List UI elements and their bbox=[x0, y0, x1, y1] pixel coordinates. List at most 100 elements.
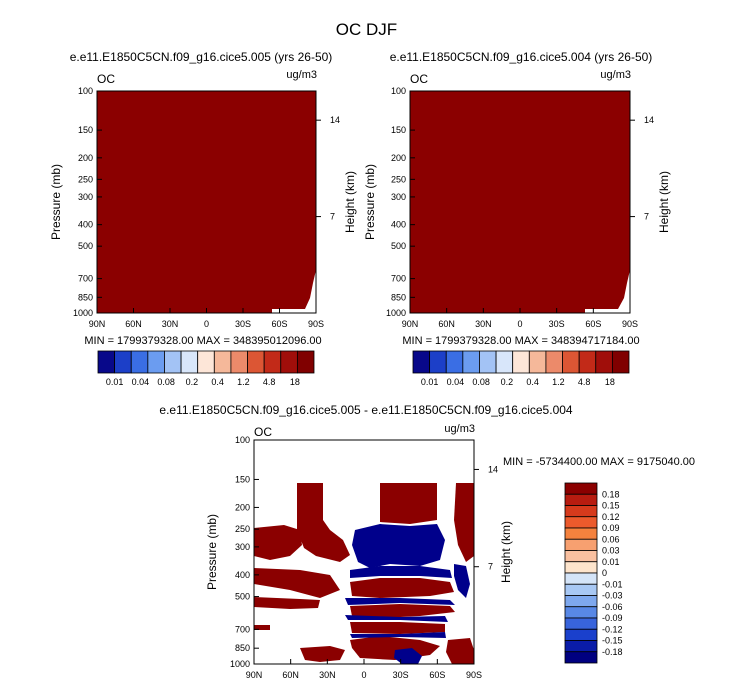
colorbar-swatch bbox=[445, 350, 464, 374]
positive-region bbox=[446, 638, 474, 664]
y-tick-label: 700 bbox=[78, 274, 93, 284]
panel-title: e.e11.E1850C5CN.f09_g16.cice5.005 - e.e1… bbox=[159, 403, 573, 417]
negative-region bbox=[454, 564, 470, 598]
units-label: ug/m3 bbox=[444, 423, 475, 435]
colorbar-label: 18 bbox=[605, 377, 615, 387]
y-tick-label: 250 bbox=[78, 174, 93, 184]
colorbar-label: 0.08 bbox=[157, 377, 175, 387]
x-tick-label: 60S bbox=[585, 319, 601, 329]
y-tick-label: 400 bbox=[391, 220, 406, 230]
colorbar-label: 0.01 bbox=[421, 377, 439, 387]
positive-region bbox=[350, 622, 445, 634]
colorbar-swatch bbox=[412, 350, 431, 374]
y-tick-label: 200 bbox=[235, 502, 250, 512]
colorbar-label: 1.2 bbox=[552, 377, 565, 387]
y-tick-label: 700 bbox=[391, 274, 406, 284]
colorbar-swatch bbox=[280, 350, 298, 374]
min-max-text: MIN = -5734400.00 MAX = 9175040.00 bbox=[503, 456, 695, 468]
x-tick-label: 60S bbox=[429, 670, 445, 680]
y-tick-label: 300 bbox=[391, 192, 406, 202]
y-tick-label: 1000 bbox=[73, 308, 93, 318]
colorbar-label: 0.03 bbox=[602, 546, 620, 556]
y-tick-label: 150 bbox=[78, 125, 93, 135]
figure-title: OC DJF bbox=[335, 20, 398, 39]
colorbar-label: 0.01 bbox=[106, 377, 124, 387]
x-tick-label: 60N bbox=[438, 319, 455, 329]
x-axis: 90N 60N 30N 0 30S 60S 90S bbox=[246, 659, 482, 680]
colorbar-label: 0.06 bbox=[602, 534, 620, 544]
colorbar-label: -0.09 bbox=[602, 613, 623, 623]
panel-top-left: e.e11.E1850C5CN.f09_g16.cice5.005 (yrs 2… bbox=[49, 50, 357, 387]
colorbar-label: 4.8 bbox=[578, 377, 591, 387]
y-tick-label: 500 bbox=[391, 241, 406, 251]
units-label: ug/m3 bbox=[286, 69, 317, 81]
x-tick-label: 30N bbox=[319, 670, 336, 680]
colorbar-label: 0.04 bbox=[447, 377, 465, 387]
positive-region bbox=[254, 625, 270, 630]
min-max-text: MIN = 1799379328.00 MAX = 348395012096.0… bbox=[84, 335, 321, 347]
negative-region bbox=[352, 524, 445, 568]
colorbar-swatch bbox=[595, 350, 613, 374]
y-tick-label: 250 bbox=[391, 174, 406, 184]
colorbar-label: 0.4 bbox=[526, 377, 539, 387]
y-axis-label: Pressure (mb) bbox=[363, 164, 377, 240]
y-right-axis: 14 7 bbox=[474, 464, 498, 572]
y-right-tick-label: 14 bbox=[330, 115, 340, 125]
y-right-axis: 14 7 bbox=[316, 115, 340, 222]
negative-region bbox=[345, 598, 455, 605]
colorbar-swatch bbox=[97, 350, 116, 374]
colorbar-label: 1.2 bbox=[237, 377, 250, 387]
colorbar-label: -0.12 bbox=[602, 624, 623, 634]
colorbar-swatch bbox=[564, 617, 598, 630]
y-tick-label: 850 bbox=[391, 292, 406, 302]
colorbar-swatch bbox=[296, 350, 315, 374]
colorbar-label: 0 bbox=[602, 568, 607, 578]
y-axis: 100 150 200 250 300 400 500 700 850 1000 bbox=[386, 86, 415, 318]
y-axis-label: Pressure (mb) bbox=[205, 514, 219, 590]
y-tick-label: 100 bbox=[78, 86, 93, 96]
positive-region bbox=[380, 483, 437, 524]
colorbar-label: 0.08 bbox=[472, 377, 490, 387]
negative-region bbox=[345, 615, 448, 622]
positive-region bbox=[254, 597, 320, 609]
colorbar-swatch bbox=[147, 350, 165, 374]
colorbar-swatch bbox=[512, 350, 530, 374]
positive-region bbox=[454, 483, 474, 562]
left-label: OC bbox=[254, 425, 272, 439]
x-tick-label: 90N bbox=[89, 319, 106, 329]
x-tick-label: 30N bbox=[162, 319, 179, 329]
panel-top-right: e.e11.E1850C5CN.f09_g16.cice5.004 (yrs 2… bbox=[363, 50, 671, 387]
colorbar-swatch bbox=[564, 505, 598, 518]
colorbar-swatch bbox=[564, 482, 598, 495]
x-tick-label: 60N bbox=[282, 670, 299, 680]
colorbar-swatch bbox=[564, 550, 598, 563]
left-label: OC bbox=[410, 72, 428, 86]
colorbar-swatch bbox=[564, 527, 598, 540]
colorbar-swatch bbox=[562, 350, 580, 374]
colorbar-swatch bbox=[564, 640, 598, 653]
colorbar-swatch bbox=[462, 350, 480, 374]
colorbar-swatch bbox=[429, 350, 447, 374]
panel-title: e.e11.E1850C5CN.f09_g16.cice5.004 (yrs 2… bbox=[390, 50, 653, 64]
colorbar-swatch bbox=[197, 350, 215, 374]
colorbar: 0.01 0.04 0.08 0.2 0.4 1.2 4.8 18 bbox=[97, 350, 315, 387]
colorbar-swatch bbox=[564, 628, 598, 641]
colorbar-label: -0.15 bbox=[602, 636, 623, 646]
positive-region bbox=[300, 646, 345, 662]
negative-region bbox=[350, 566, 452, 578]
colorbar-label: 0.01 bbox=[602, 557, 620, 567]
colorbar-swatch bbox=[213, 350, 232, 374]
y-tick-label: 150 bbox=[235, 474, 250, 484]
y-right-tick-label: 7 bbox=[330, 212, 335, 222]
colorbar-swatch bbox=[130, 350, 149, 374]
x-tick-label: 90S bbox=[622, 319, 638, 329]
y-right-tick-label: 14 bbox=[488, 464, 498, 474]
field-gap bbox=[272, 270, 316, 313]
y-axis: 100 150 200 250 300 400 500 700 850 1000 bbox=[73, 86, 102, 318]
y-right-tick-label: 7 bbox=[488, 562, 493, 572]
y-tick-label: 200 bbox=[391, 153, 406, 163]
y-tick-label: 400 bbox=[235, 570, 250, 580]
colorbar-swatch bbox=[564, 572, 598, 585]
colorbar-swatch bbox=[114, 350, 132, 374]
